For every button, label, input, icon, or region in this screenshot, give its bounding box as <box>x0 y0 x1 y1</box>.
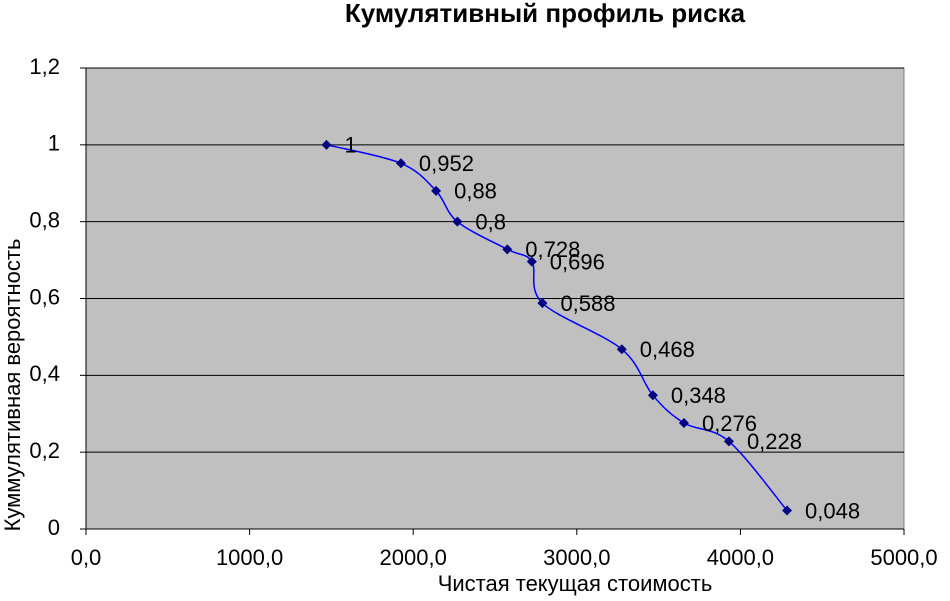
x-tick-label: 2000,0 <box>380 545 447 570</box>
y-tick-label: 0,6 <box>29 284 60 309</box>
point <box>395 158 406 169</box>
data-label: 0,228 <box>747 429 802 454</box>
x-tick-label: 1000,0 <box>216 545 283 570</box>
data-label: 0,348 <box>671 383 726 408</box>
point <box>431 185 442 196</box>
point <box>537 298 548 309</box>
point <box>782 505 793 516</box>
point <box>723 436 734 447</box>
point <box>526 256 537 267</box>
point <box>452 216 463 227</box>
y-tick-label: 1 <box>48 131 60 156</box>
x-tick-label: 3000,0 <box>543 545 610 570</box>
point <box>678 417 689 428</box>
y-tick-label: 0,4 <box>29 361 60 386</box>
x-tick-label: 0,0 <box>71 545 102 570</box>
data-label: 0,048 <box>805 498 860 523</box>
point <box>502 244 513 255</box>
data-label: 0,952 <box>419 151 474 176</box>
point <box>321 139 332 150</box>
x-axis-title: Чистая текущая стоимость <box>438 571 713 596</box>
y-tick-label: 0,8 <box>29 207 60 232</box>
y-tick-label: 1,2 <box>29 54 60 79</box>
data-label: 1 <box>344 133 356 158</box>
data-label: 0,276 <box>702 411 757 436</box>
x-tick-label: 4000,0 <box>707 545 774 570</box>
series-line <box>326 144 788 512</box>
data-label: 0,88 <box>454 179 497 204</box>
point <box>616 344 627 355</box>
data-label: 0,696 <box>550 249 605 274</box>
data-label: 0,8 <box>475 209 506 234</box>
chart-title: Кумулятивный профиль риска <box>345 0 746 28</box>
data-label: 0,588 <box>560 291 615 316</box>
y-axis-title: Куммулятивная вероятность <box>0 239 25 532</box>
y-tick-label: 0,2 <box>29 438 60 463</box>
data-label: 0,468 <box>640 337 695 362</box>
x-tick-label: 5000,0 <box>870 545 937 570</box>
point <box>647 390 658 401</box>
data-label: 0,728 <box>525 237 580 262</box>
y-tick-label: 0 <box>48 515 60 540</box>
